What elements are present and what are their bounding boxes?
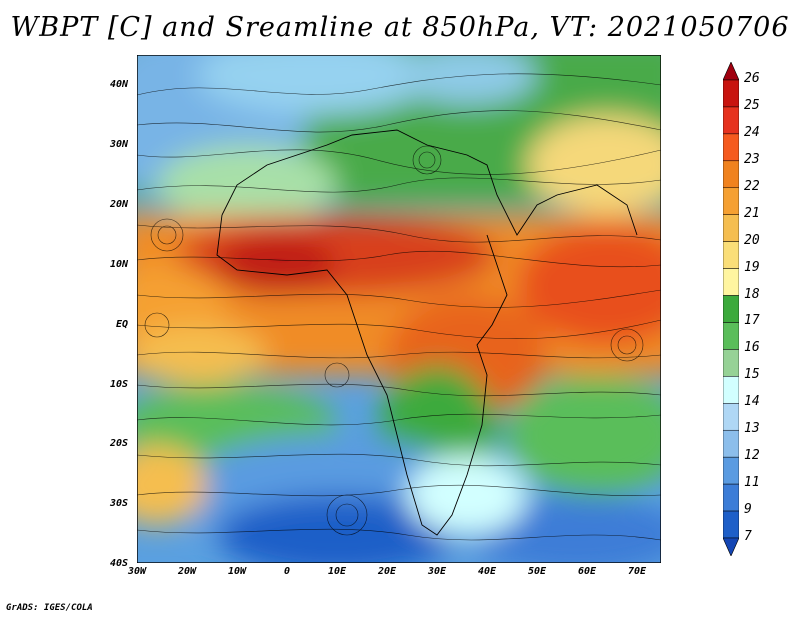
lat-label: 10N: [109, 259, 128, 270]
colorbar-label: 22: [744, 178, 760, 194]
colorbar-max-triangle: [723, 62, 739, 81]
colorbar-segment: [723, 322, 739, 350]
colorbar-label: 11: [744, 475, 760, 491]
colorbar-segment: [723, 133, 739, 162]
lon-label: 30W: [127, 566, 147, 577]
colorbar-label: 20: [744, 232, 760, 248]
lat-label: 40S: [109, 558, 128, 569]
colorbar-segment: [723, 79, 739, 108]
colorbar-label: 7: [744, 529, 752, 544]
lon-label: 20E: [377, 566, 397, 577]
lon-label: 10W: [227, 566, 247, 577]
wbpt-streamline-map: [137, 55, 661, 563]
colorbar-segment: [723, 456, 739, 485]
colorbar-label: 17: [744, 313, 760, 329]
streamlines: [137, 73, 661, 541]
grads-credit: GrADS: IGES/COLA: [6, 603, 93, 613]
colorbar-segment: [723, 160, 739, 189]
colorbar-label: 13: [744, 421, 760, 437]
colorbar-label: 16: [744, 340, 760, 356]
colorbar-min-triangle: [723, 537, 739, 556]
colorbar-segment: [723, 241, 739, 269]
colorbar-label: 15: [744, 367, 760, 383]
colorbar-label: 21: [744, 205, 760, 221]
colorbar-label: 14: [744, 394, 760, 410]
colorbar-label: 12: [744, 448, 760, 464]
lat-label: 20S: [109, 438, 128, 449]
colorbar-segment: [723, 214, 739, 242]
lon-label: 40E: [477, 566, 497, 577]
colorbar-label: 25: [744, 97, 760, 113]
colorbar-segment: [723, 429, 739, 458]
colorbar-segment: [723, 349, 739, 377]
lon-label: 30E: [427, 566, 447, 577]
lon-label: 10E: [327, 566, 347, 577]
colorbar-label: 23: [744, 151, 760, 167]
lat-label: 40N: [109, 79, 128, 90]
colorbar-segment: [723, 510, 739, 539]
lon-label: 0: [283, 566, 291, 577]
colorbar: [723, 62, 739, 556]
lat-label: 30N: [109, 139, 128, 150]
coastline: [216, 129, 638, 536]
lon-label: 70E: [627, 566, 647, 577]
colorbar-label: 24: [744, 124, 760, 140]
colorbar-segment: [723, 483, 739, 512]
colorbar-segment: [723, 268, 739, 296]
colorbar-label: 9: [744, 502, 752, 518]
colorbar-label: 26: [744, 71, 760, 86]
colorbar-segment: [723, 295, 739, 323]
map-title: WBPT [C] and Sreamline at 850hPa, VT: 20…: [10, 12, 790, 43]
colorbar-segment: [723, 187, 739, 215]
lon-label: 60E: [577, 566, 597, 577]
lon-label: 20W: [177, 566, 197, 577]
lat-label: EQ: [115, 319, 128, 330]
lat-label: 10S: [109, 379, 128, 390]
lon-label: 50E: [527, 566, 547, 577]
lat-label: 30S: [109, 498, 128, 509]
colorbar-segment: [723, 106, 739, 135]
lat-label: 20N: [109, 199, 128, 210]
colorbar-label: 18: [744, 286, 760, 302]
temperature-field: [137, 55, 661, 563]
colorbar-segment: [723, 376, 739, 404]
colorbar-segment: [723, 403, 739, 431]
colorbar-label: 19: [744, 259, 760, 275]
